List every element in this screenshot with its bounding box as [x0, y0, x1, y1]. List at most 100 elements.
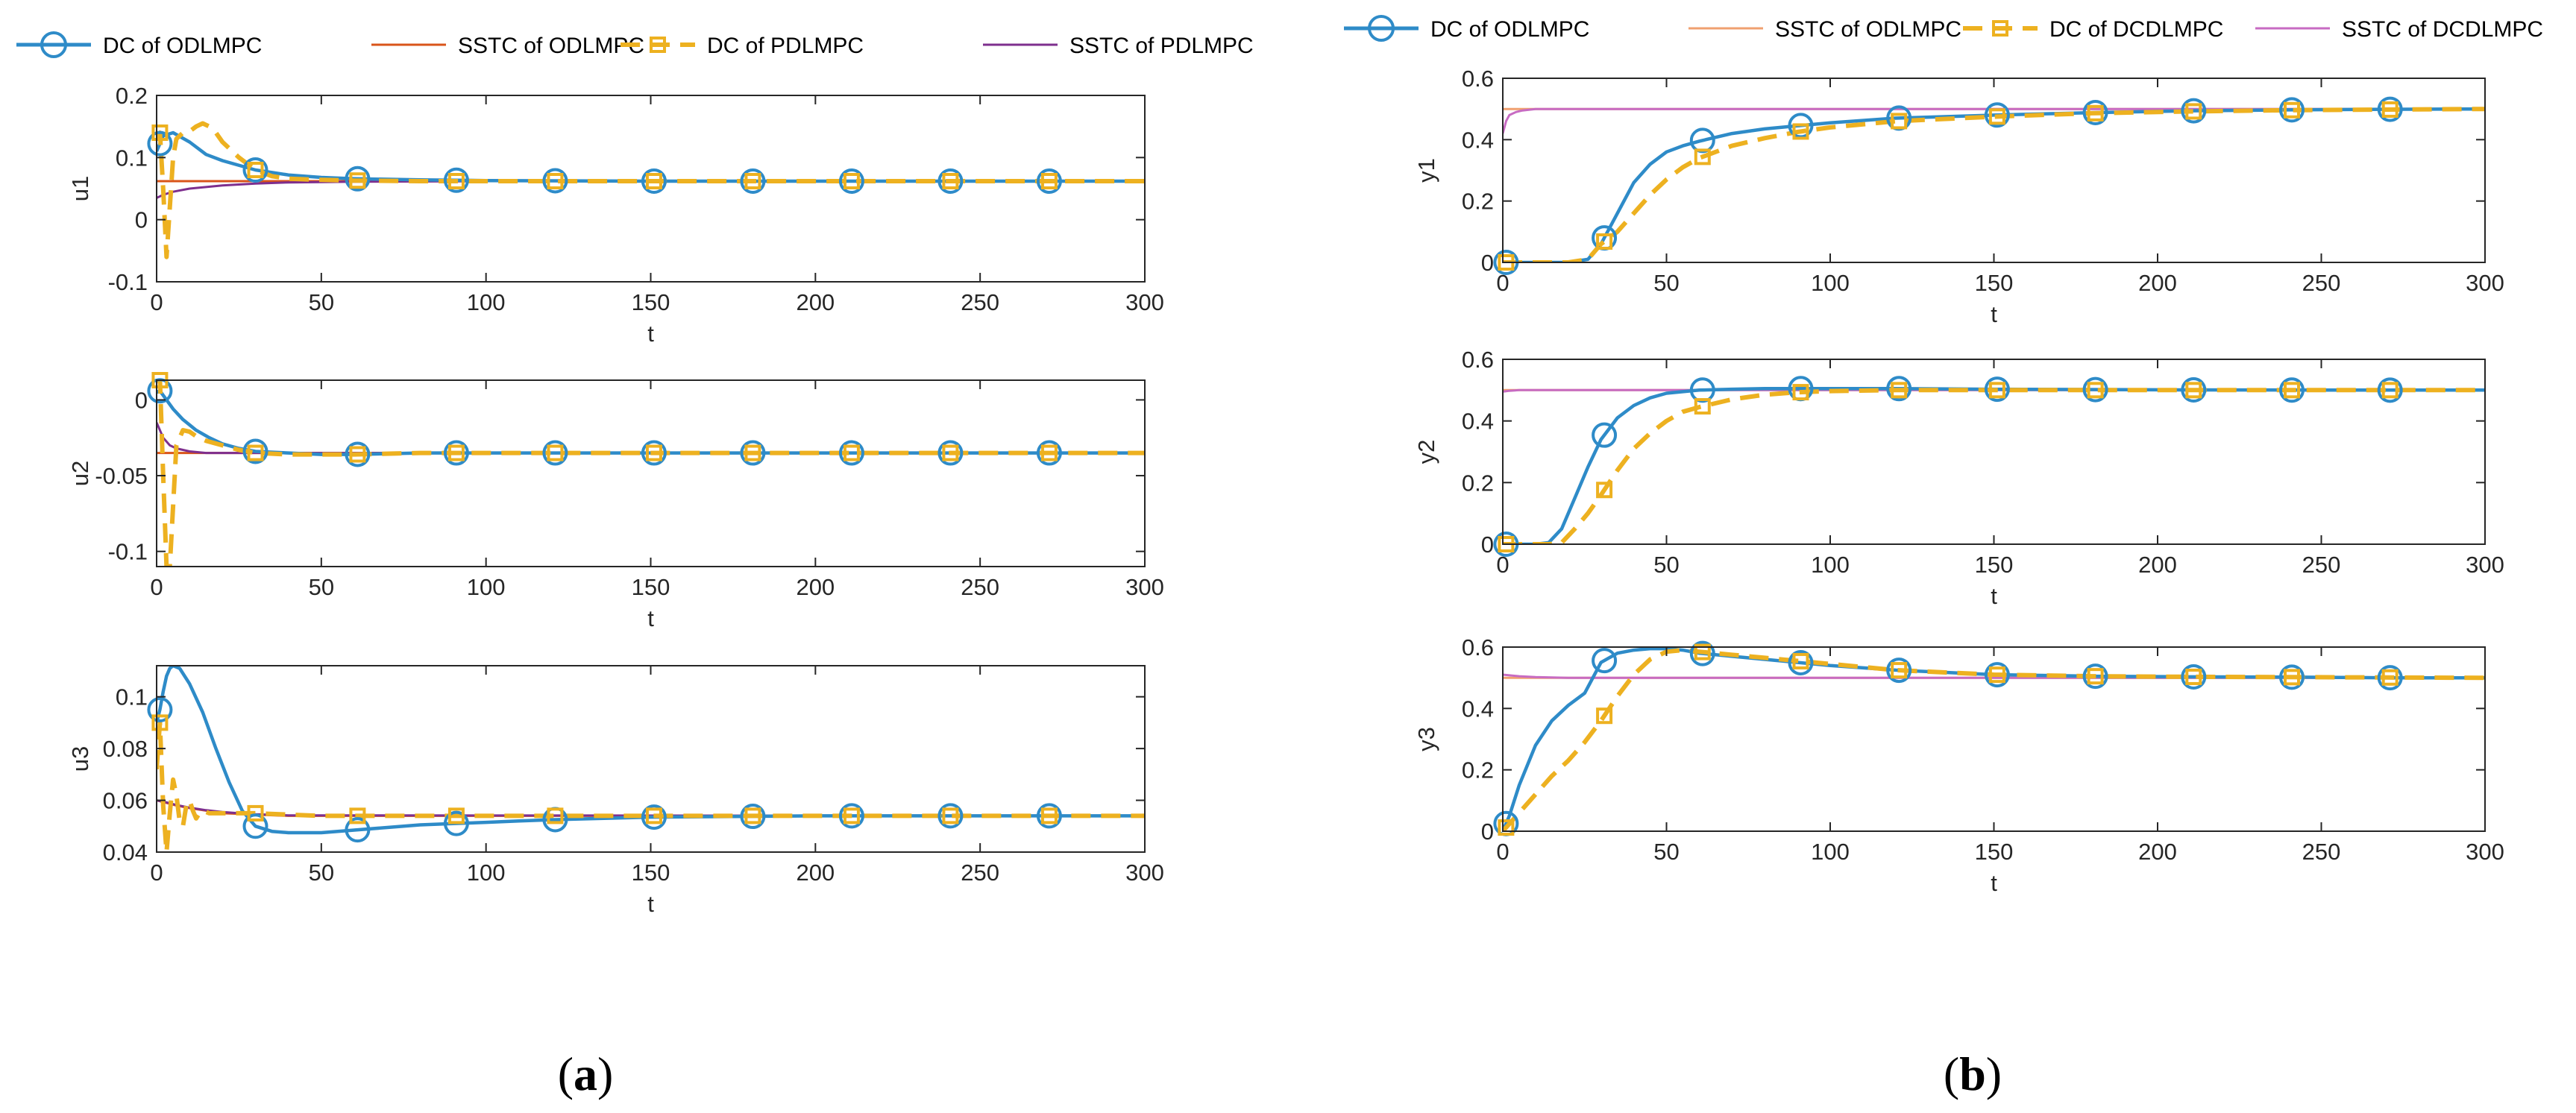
y-axis: 0.04 0.06 0.08 0.1 u3 — [67, 684, 1145, 866]
series-line-sstc-of-dcdlmpc — [1503, 673, 2485, 679]
series-line-dc-of-pdlmpc — [157, 720, 1145, 852]
marker-circle-dc-of-odlmpc — [1984, 102, 2010, 128]
marker-square-dc-of-pdlmpc — [843, 444, 860, 461]
marker-circle-dc-of-odlmpc — [641, 440, 667, 466]
marker-square-dc-of-pdlmpc — [151, 124, 169, 141]
x-tick-label: 0 — [1496, 552, 1509, 578]
marker-circle-dc-of-odlmpc — [1886, 658, 1912, 684]
y-tick-label: 0 — [135, 387, 148, 413]
legend-label-dc-of-dcdlmpc: DC of DCDLMPC — [2049, 17, 2223, 42]
marker-square-dc-of-pdlmpc — [744, 444, 761, 461]
x-tick-label: 300 — [2466, 552, 2504, 578]
x-tick-label: 200 — [796, 289, 835, 315]
marker-circle-dc-of-odlmpc — [1592, 648, 1618, 674]
marker-circle-dc-of-odlmpc — [2082, 663, 2108, 690]
legend-label-sstc-of-odlmpc: SSTC of ODLMPC — [1775, 17, 1961, 42]
marker-square-dc-of-dcdlmpc — [2381, 669, 2398, 686]
marker-square-dc-of-pdlmpc — [942, 807, 959, 824]
marker-square-dc-of-dcdlmpc — [2087, 104, 2104, 122]
marker-square-dc-of-pdlmpc — [547, 444, 564, 461]
legend-marker-dc-of-pdlmpc — [650, 37, 666, 53]
marker-circle-dc-of-odlmpc — [147, 130, 173, 157]
legend-label-sstc-of-pdlmpc: SSTC of PDLMPC — [1069, 34, 1254, 58]
marker-circle-dc-of-odlmpc — [2278, 377, 2305, 403]
x-tick-label: 0 — [150, 289, 163, 315]
marker-circle-dc-of-odlmpc — [740, 168, 766, 194]
marker-circle-dc-of-odlmpc — [1689, 377, 1715, 403]
legend-label-dc-of-odlmpc: DC of ODLMPC — [103, 34, 262, 58]
marker-circle-dc-of-odlmpc — [443, 167, 469, 193]
x-axis-label: t — [647, 605, 654, 631]
x-tick-label: 150 — [1975, 839, 2014, 865]
marker-circle-dc-of-odlmpc — [740, 804, 766, 830]
x-tick-label: 150 — [632, 574, 670, 600]
marker-circle-dc-of-odlmpc — [1689, 640, 1715, 666]
x-tick-label: 250 — [2302, 552, 2341, 578]
marker-circle-dc-of-odlmpc — [345, 441, 371, 467]
marker-square-dc-of-dcdlmpc — [1498, 819, 1515, 836]
series-line-dc-of-odlmpc — [1503, 387, 2485, 544]
marker-square-dc-of-dcdlmpc — [1596, 233, 1613, 250]
marker-square-dc-of-dcdlmpc — [2283, 382, 2300, 399]
x-tick-label: 50 — [1653, 552, 1679, 578]
legend-marker-dc-of-odlmpc — [1368, 15, 1395, 42]
marker-square-dc-of-dcdlmpc — [1792, 652, 1809, 669]
marker-square-dc-of-pdlmpc — [447, 807, 465, 824]
legend-marker-dc-of-dcdlmpc — [1992, 20, 2008, 37]
marker-square-dc-of-pdlmpc — [1040, 444, 1058, 461]
marker-circle-dc-of-odlmpc — [345, 817, 371, 843]
panel-a: DC of ODLMPC SSTC of ODLMPC DC of PDLMPC SS… — [16, 31, 1254, 917]
marker-square-dc-of-dcdlmpc — [2381, 382, 2398, 399]
x-tick-label: 200 — [2138, 839, 2177, 865]
x-tick-label: 300 — [1125, 574, 1164, 600]
y-tick-label: 0.1 — [116, 684, 148, 710]
x-axis-label: t — [1991, 301, 1997, 327]
marker-square-dc-of-dcdlmpc — [2185, 668, 2202, 685]
x-tick-label: 250 — [2302, 839, 2341, 865]
y-tick-label: 0 — [1481, 532, 1494, 558]
marker-square-dc-of-pdlmpc — [1040, 173, 1058, 189]
x-tick-label: 100 — [467, 289, 506, 315]
marker-square-dc-of-dcdlmpc — [2087, 382, 2104, 399]
y-tick-label: 0 — [1481, 819, 1494, 845]
marker-circle-dc-of-odlmpc — [1036, 440, 1062, 466]
marker-square-dc-of-dcdlmpc — [2185, 103, 2202, 120]
marker-circle-dc-of-odlmpc — [2181, 663, 2207, 690]
legend-label-dc-of-pdlmpc: DC of PDLMPC — [707, 34, 864, 58]
marker-square-dc-of-pdlmpc — [547, 807, 564, 824]
y-axis-label: u1 — [67, 176, 93, 201]
x-tick-label: 0 — [150, 860, 163, 886]
legend-item-sstc-of-odlmpc: SSTC of ODLMPC — [1688, 17, 1961, 42]
marker-square-dc-of-dcdlmpc — [2381, 101, 2398, 118]
x-tick-label: 200 — [796, 574, 835, 600]
panel-a-caption: (a) — [558, 1047, 614, 1100]
x-tick-label: 0 — [1496, 839, 1509, 865]
x-tick-label: 100 — [1811, 270, 1850, 296]
marker-square-dc-of-pdlmpc — [447, 444, 465, 461]
marker-square-dc-of-pdlmpc — [843, 807, 860, 824]
y-tick-label: 0.06 — [103, 788, 148, 814]
y-tick-label: 0 — [135, 207, 148, 233]
marker-square-dc-of-pdlmpc — [547, 173, 564, 189]
y-tick-label: 0.6 — [1462, 66, 1494, 92]
plot-area — [157, 666, 1145, 852]
marker-circle-dc-of-odlmpc — [641, 804, 667, 830]
markers-group — [147, 124, 1062, 194]
x-tick-label: 250 — [2302, 270, 2341, 296]
y-axis-label: u2 — [67, 461, 93, 486]
y-tick-label: 0.04 — [103, 839, 148, 866]
marker-square-dc-of-dcdlmpc — [1988, 382, 2005, 399]
marker-circle-dc-of-odlmpc — [2082, 376, 2108, 403]
marker-square-dc-of-dcdlmpc — [2283, 101, 2300, 119]
x-tick-label: 50 — [1653, 839, 1679, 865]
series-line-dc-of-pdlmpc — [157, 121, 1145, 259]
marker-circle-dc-of-odlmpc — [2082, 100, 2108, 126]
markers-group — [1493, 96, 2403, 275]
marker-circle-dc-of-odlmpc — [443, 440, 469, 466]
x-axis: 0 50 100 150 200 250 300 t — [150, 95, 1164, 347]
legend-label-dc-of-odlmpc: DC of ODLMPC — [1430, 17, 1589, 42]
marker-circle-dc-of-odlmpc — [542, 440, 568, 466]
x-tick-label: 300 — [2466, 839, 2504, 865]
marker-square-dc-of-dcdlmpc — [1891, 382, 1908, 399]
